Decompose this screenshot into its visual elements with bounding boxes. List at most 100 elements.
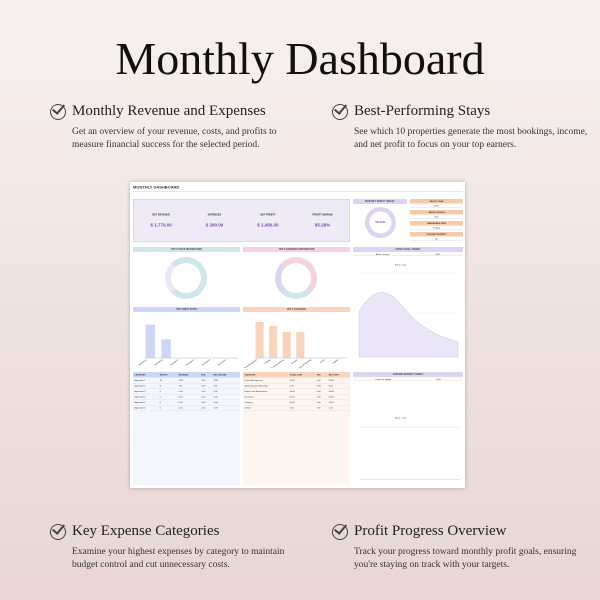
column-header: NET INCOME — [213, 373, 227, 377]
check-icon — [50, 523, 66, 540]
select-month-dropdown[interactable]: May — [410, 215, 463, 219]
table-cell: 0.00 — [328, 384, 333, 388]
column-header: NET COST — [328, 373, 339, 377]
kpi-margin: PROFIT MARGIN 85.28% — [312, 213, 333, 228]
table-cell: Apartment 6 — [134, 406, 146, 410]
feature-text: See which 10 properties generate the mos… — [354, 127, 588, 150]
check-icon — [50, 103, 66, 120]
feature-title: Monthly Revenue and Expenses — [72, 103, 266, 119]
table-row: Insurance 65.00 0.00 65.00 — [243, 394, 350, 400]
table-cell: 0.00 — [201, 378, 206, 382]
table-cell: 0.00 — [213, 395, 218, 399]
column-header: FEE — [201, 373, 206, 377]
x-tick-label: Insurance — [290, 358, 298, 365]
table-cell: Apartment 2 — [134, 384, 146, 388]
feature-title: Best-Performing Stays — [354, 103, 491, 119]
table-cell: 0.00 — [201, 384, 206, 388]
expense-table: CATEGORY TOTAL COST TAX NET COST Rental Mana… — [243, 372, 350, 485]
expense-budget-header: EXPENSE BUDGET TARGET — [353, 372, 463, 377]
select-year-dropdown[interactable]: 2025 — [410, 204, 463, 208]
table-row: Apartment 2 8 700 0.00 700 — [133, 383, 240, 389]
table-cell: 0 — [159, 406, 161, 410]
x-tick-label: Supplies — [332, 359, 339, 365]
x-tick-label: Apartment 6 — [217, 358, 227, 366]
table-cell: 0.00 — [316, 395, 321, 399]
feature-text: Examine your highest expenses by categor… — [72, 547, 285, 570]
x-tick-label: Utilities — [319, 358, 325, 364]
table-cell: 0.00 — [178, 395, 183, 399]
column-header: CATEGORY — [134, 373, 146, 377]
x-tick-label: Apartment 1 — [138, 358, 148, 366]
x-tick-label: Apartment 2 — [154, 358, 164, 366]
top-expenses-header: TOP 5 CATEGORY — [243, 307, 350, 312]
x-tick-label: Apartment 3 — [170, 358, 180, 366]
table-cell: Apartment 3 — [134, 390, 146, 393]
x-tick-label: Cleaning — [264, 359, 271, 365]
table-cell: 80.00 — [289, 390, 295, 393]
table-row: Advertising and Marketing 0.00 0.00 0.00 — [243, 383, 350, 389]
table-cell: 0 — [159, 390, 161, 393]
feature-text: Track your progress toward monthly profi… — [354, 547, 577, 570]
table-cell: 0.00 — [316, 406, 321, 410]
table-cell: Advertising and Marketing — [244, 384, 268, 388]
table-row: Apartment 1 10 1250 0.00 1250 — [133, 378, 240, 383]
table-cell: 90.00 — [289, 378, 295, 382]
table-row: Repairs and Maintenance 80.00 0.00 80.00 — [243, 389, 350, 394]
table-cell: 80.00 — [328, 390, 334, 393]
kpi-expenses: EXPENSES $ 290.00 — [205, 213, 224, 228]
expense-budget-chart — [359, 426, 461, 480]
table-cell: Repairs and Maintenance — [244, 390, 268, 393]
table-cell: 0.00 — [178, 390, 183, 393]
dashboard-screenshot: MONTHLY DASHBOARD NET REVENUE $ 1,770.00 … — [130, 182, 465, 488]
table-cell: 65.00 — [289, 395, 295, 399]
bar — [269, 326, 278, 358]
column-header: TAX — [316, 373, 321, 377]
profit-goal-chart — [358, 271, 461, 358]
table-cell: 0.00 — [316, 378, 321, 382]
table-cell: 0.00 — [316, 390, 321, 393]
table-cell: 0.00 — [178, 406, 183, 410]
table-cell: Utilities — [244, 406, 251, 410]
dashboard-view-dropdown[interactable]: Property — [410, 226, 463, 230]
table-row: Rental Management 90.00 0.00 90.00 — [243, 378, 350, 383]
table-cell: 0.00 — [316, 401, 321, 404]
bar — [145, 324, 155, 358]
table-cell: 0.00 — [289, 384, 294, 388]
profit-goal-status: Above the goal 4800 — [353, 253, 463, 256]
kpi-revenue: NET REVENUE $ 1,770.00 — [150, 213, 172, 228]
bar — [255, 322, 264, 358]
table-cell: 1250 — [178, 378, 184, 382]
page-title: Monthly Dashboard — [115, 33, 485, 84]
profit-target-donut: 58.00% — [365, 207, 396, 238]
divider — [133, 191, 463, 192]
choose-property-dropdown[interactable]: All — [410, 237, 463, 241]
table-cell: 10 — [159, 378, 162, 382]
feature-1: Monthly Revenue and Expenses Get an overv… — [50, 103, 310, 152]
table-cell: 1250 — [213, 378, 219, 382]
table-cell: 0.00 — [328, 406, 333, 410]
column-header: CATEGORY — [244, 373, 256, 377]
table-cell: 0.00 — [178, 401, 183, 404]
profit-goal-legend: Actual · Target — [395, 264, 407, 266]
table-cell: 0.00 — [213, 390, 218, 393]
table-cell: 0.00 — [213, 401, 218, 404]
x-tick-label: Apartment 4 — [186, 358, 196, 366]
select-month-label: SELECT MONTH — [410, 210, 463, 215]
table-row: Utilities 0.00 0.00 0.00 — [243, 405, 350, 411]
table-cell: Apartment 4 — [134, 395, 146, 399]
dashboard-view-label: DASHBOARD VIEW — [410, 221, 463, 226]
selectors: SELECT YEAR 2025 SELECT MONTH May DASHBOAR… — [410, 199, 463, 243]
check-icon — [332, 103, 348, 120]
income-donut — [165, 257, 207, 299]
expense-budget-status: Under the budget 7500 — [353, 378, 463, 381]
table-row: Apartment 6 0 0.00 0.00 0.00 — [133, 405, 240, 411]
check-icon — [332, 523, 348, 540]
top-stays-chart: Apartment 1 Apartment 2 Apartment 3 Apartme… — [138, 324, 238, 366]
table-row: Apartment 3 0 0.00 0.00 0.00 — [133, 389, 240, 394]
bar — [161, 339, 171, 358]
choose-property-label: CHOOSE PROPERTY — [410, 232, 463, 237]
dashboard-title: MONTHLY DASHBOARD — [133, 185, 180, 190]
column-header: NIGHTS — [159, 373, 168, 377]
feature-2: Best-Performing Stays See which 10 proper… — [332, 103, 592, 152]
